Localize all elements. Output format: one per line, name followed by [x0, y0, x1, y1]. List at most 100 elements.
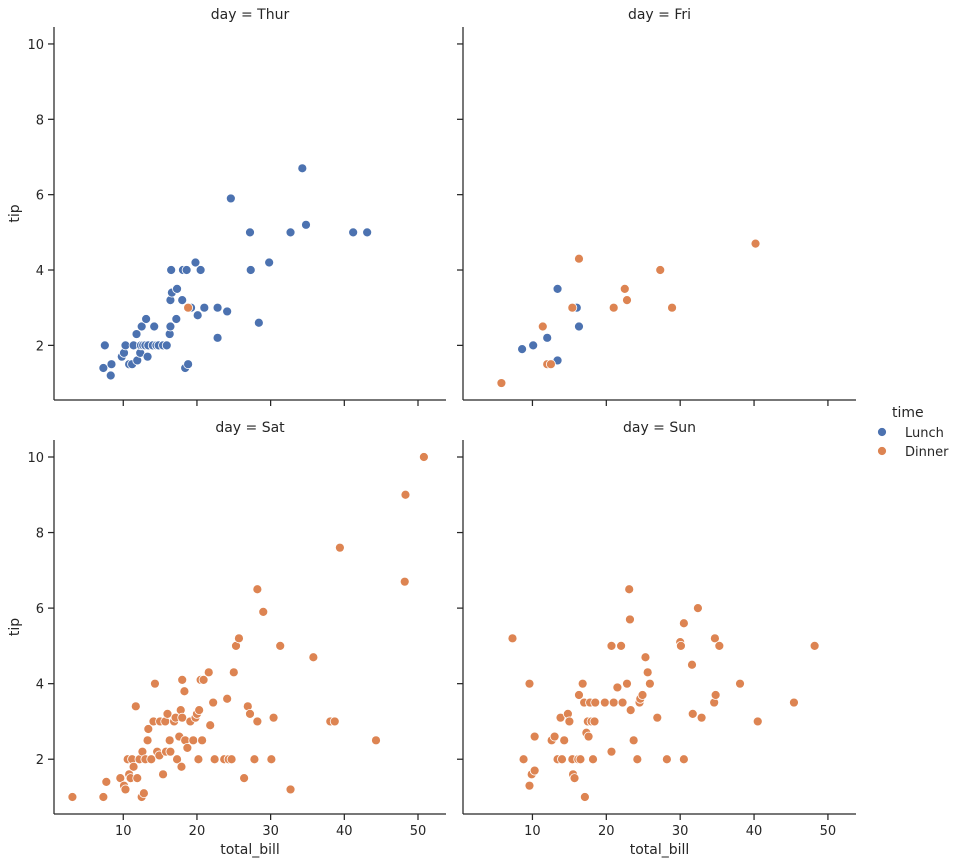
data-point-dinner: [165, 746, 176, 757]
y-tick-label: 6: [36, 602, 44, 617]
x-tick-label: 10: [524, 824, 541, 839]
data-point-dinner: [285, 784, 296, 795]
legend-label-lunch: Lunch: [905, 426, 944, 441]
data-point-dinner: [371, 735, 381, 746]
data-point-lunch: [574, 321, 584, 332]
data-point-dinner: [194, 705, 205, 716]
data-point-lunch: [105, 370, 116, 381]
data-point-dinner: [268, 712, 279, 723]
legend-label-dinner: Dinner: [905, 445, 949, 460]
data-point-lunch: [171, 314, 182, 324]
data-point-dinner: [142, 735, 153, 746]
data-point-lunch: [98, 363, 109, 373]
data-point-dinner: [208, 697, 219, 708]
data-point-dinner: [564, 716, 575, 727]
data-point-lunch: [542, 332, 553, 343]
y-tick-label: 8: [36, 113, 44, 128]
data-point-dinner: [599, 697, 610, 708]
data-point-dinner: [177, 674, 188, 685]
data-point-dinner: [625, 614, 635, 625]
data-point-dinner: [644, 678, 655, 689]
data-point-dinner: [209, 754, 220, 765]
data-point-dinner: [661, 754, 672, 765]
data-point-dinner: [590, 697, 601, 708]
data-point-dinner: [574, 690, 584, 700]
data-point-dinner: [252, 584, 263, 595]
data-point-dinner: [617, 697, 628, 708]
data-point-dinner: [575, 754, 586, 765]
data-point-dinner: [176, 761, 187, 772]
data-point-dinner: [567, 302, 578, 313]
x-axis-label: total_bill: [220, 842, 280, 858]
y-axis-label: tip: [7, 204, 23, 222]
data-point-dinner: [606, 640, 617, 651]
data-point-dinner: [524, 678, 535, 689]
data-point-dinner: [606, 746, 617, 757]
data-point-dinner: [714, 640, 725, 651]
data-point-dinner: [203, 667, 214, 678]
data-point-lunch: [142, 351, 153, 362]
data-point-dinner: [258, 606, 269, 617]
data-point-dinner: [205, 720, 216, 731]
data-point-dinner: [245, 708, 255, 719]
data-point-lunch: [165, 321, 176, 332]
data-point-dinner: [179, 686, 190, 697]
legend-marker-lunch: [877, 427, 887, 437]
data-point-dinner: [120, 784, 131, 795]
data-point-dinner: [182, 742, 193, 753]
data-point-dinner: [418, 452, 429, 462]
data-point-dinner: [589, 716, 600, 727]
data-point-dinner: [577, 678, 588, 689]
data-point-lunch: [195, 265, 206, 275]
data-point-dinner: [687, 659, 697, 670]
data-point-lunch: [181, 265, 192, 275]
data-point-dinner: [197, 735, 208, 746]
data-point-dinner: [549, 731, 560, 742]
data-point-dinner: [529, 765, 540, 776]
data-point-lunch: [149, 321, 160, 332]
data-point-lunch: [136, 321, 147, 332]
data-point-dinner: [252, 716, 263, 727]
data-point-dinner: [537, 321, 548, 332]
y-tick-label: 8: [36, 527, 44, 542]
x-tick-label: 20: [598, 824, 615, 839]
y-tick-label: 2: [36, 753, 44, 768]
data-point-lunch: [253, 317, 264, 328]
panel-0: day = Thur 2 4 6 8 10 tip: [7, 7, 446, 406]
data-point-lunch: [199, 302, 210, 313]
data-point-dinner: [164, 735, 175, 746]
x-tick-label: 40: [746, 824, 763, 839]
data-point-dinner: [640, 652, 651, 663]
x-tick-label: 30: [262, 824, 279, 839]
panel-title: day = Fri: [628, 7, 691, 23]
data-point-dinner: [275, 640, 286, 651]
data-point-dinner: [687, 708, 698, 719]
data-point-lunch: [285, 227, 296, 238]
data-point-lunch: [141, 314, 152, 324]
data-point-dinner: [101, 776, 112, 787]
data-point-lunch: [245, 265, 256, 275]
data-point-dinner: [67, 792, 78, 802]
data-point-dinner: [234, 633, 244, 644]
panels-layer: day = Thur 2 4 6 8 10 tip day = Fri day = Sat 10 2…: [7, 7, 856, 858]
data-point-dinner: [559, 735, 570, 746]
y-axis-label: tip: [7, 618, 23, 636]
y-tick-label: 10: [27, 38, 44, 53]
data-point-lunch: [362, 227, 373, 238]
data-point-dinner: [228, 667, 239, 678]
data-point-dinner: [226, 754, 237, 765]
data-point-dinner: [632, 754, 643, 765]
data-point-dinner: [128, 761, 139, 772]
data-point-dinner: [146, 754, 157, 765]
data-point-dinner: [329, 716, 340, 727]
legend-marker-dinner: [877, 446, 887, 456]
data-point-dinner: [583, 731, 594, 742]
data-point-dinner: [496, 378, 507, 388]
data-point-dinner: [608, 302, 619, 313]
data-point-dinner: [162, 708, 173, 719]
data-point-dinner: [98, 792, 109, 802]
data-point-dinner: [655, 265, 666, 275]
data-point-dinner: [132, 773, 143, 784]
y-tick-label: 4: [36, 678, 44, 693]
data-point-dinner: [507, 633, 518, 644]
